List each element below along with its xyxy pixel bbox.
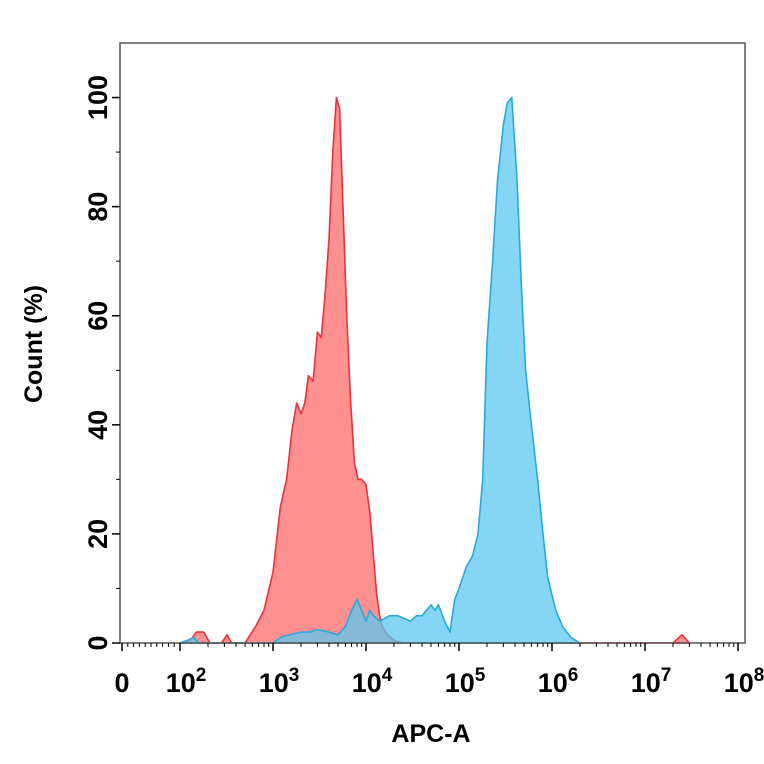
x-tick-label: 107 — [631, 665, 672, 698]
y-tick-label: 100 — [83, 75, 113, 120]
x-tick-label: 105 — [445, 665, 486, 698]
y-axis-title: Count (%) — [20, 285, 48, 403]
x-axis-title: APC-A — [391, 720, 470, 748]
y-axis: 0 20 40 60 80 100 — [83, 75, 120, 651]
x-axis: 0 102 103 104 105 106 107 108 — [114, 643, 764, 698]
y-tick-label: 60 — [83, 301, 113, 331]
x-tick-label: 106 — [538, 665, 579, 698]
y-tick-label: 80 — [83, 192, 113, 222]
x-tick-label: 0 — [114, 668, 129, 698]
y-tick-label: 40 — [83, 410, 113, 440]
x-tick-label: 108 — [724, 665, 764, 698]
y-tick-label: 20 — [83, 519, 113, 549]
y-tick-label: 0 — [83, 635, 113, 650]
plot-frame — [119, 42, 746, 644]
plot-area — [179, 96, 691, 644]
x-tick-label: 103 — [259, 665, 300, 698]
x-tick-label: 104 — [352, 665, 393, 698]
x-tick-label: 102 — [166, 665, 207, 698]
histogram-series-2 — [179, 96, 581, 644]
histogram-series-1 — [179, 96, 691, 644]
